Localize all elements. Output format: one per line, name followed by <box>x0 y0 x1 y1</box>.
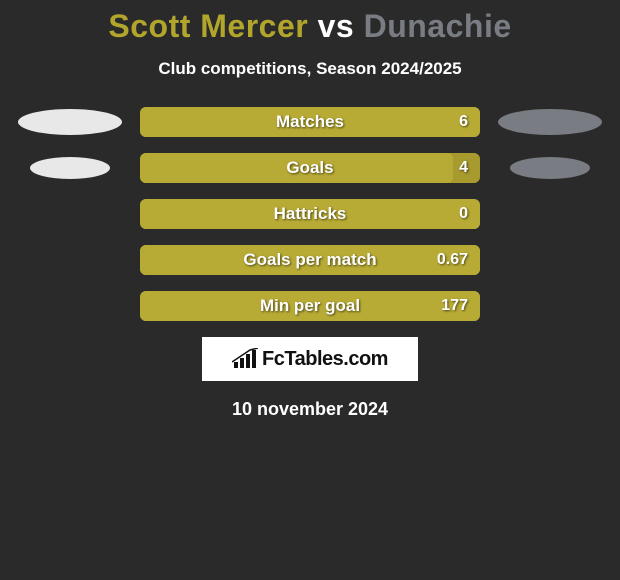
stat-value: 4 <box>459 159 468 177</box>
date-text: 10 november 2024 <box>0 399 620 420</box>
player1-oval <box>18 109 122 135</box>
comparison-container: Scott Mercer vs Dunachie Club competitio… <box>0 0 620 420</box>
stat-bar: Matches6 <box>140 107 480 137</box>
page-title: Scott Mercer vs Dunachie <box>0 8 620 45</box>
stat-row: Goals4 <box>0 153 620 183</box>
stat-label: Min per goal <box>140 296 480 316</box>
logo-text: FcTables.com <box>262 348 388 371</box>
stat-bar: Min per goal177 <box>140 291 480 321</box>
stat-label: Goals per match <box>140 250 480 270</box>
stat-row: Goals per match0.67 <box>0 245 620 275</box>
player2-oval <box>510 157 590 179</box>
player2-oval <box>498 109 602 135</box>
right-side <box>480 109 620 135</box>
right-side <box>480 157 620 179</box>
stat-row: Hattricks0 <box>0 199 620 229</box>
stat-bar: Goals per match0.67 <box>140 245 480 275</box>
stat-row: Min per goal177 <box>0 291 620 321</box>
title-player2: Dunachie <box>364 8 512 44</box>
stat-bar: Hattricks0 <box>140 199 480 229</box>
stat-label: Hattricks <box>140 204 480 224</box>
player1-oval <box>30 157 110 179</box>
source-logo: FcTables.com <box>202 337 418 381</box>
stat-value: 0.67 <box>437 251 468 269</box>
stat-value: 0 <box>459 205 468 223</box>
stat-row: Matches6 <box>0 107 620 137</box>
subtitle: Club competitions, Season 2024/2025 <box>0 59 620 79</box>
stat-label: Matches <box>140 112 480 132</box>
bar-chart-icon <box>232 348 258 370</box>
stat-value: 177 <box>441 297 468 315</box>
left-side <box>0 157 140 179</box>
stat-value: 6 <box>459 113 468 131</box>
stat-label: Goals <box>140 158 480 178</box>
left-side <box>0 109 140 135</box>
stats-list: Matches6Goals4Hattricks0Goals per match0… <box>0 107 620 321</box>
title-vs: vs <box>318 8 355 44</box>
title-player1: Scott Mercer <box>108 8 308 44</box>
stat-bar: Goals4 <box>140 153 480 183</box>
